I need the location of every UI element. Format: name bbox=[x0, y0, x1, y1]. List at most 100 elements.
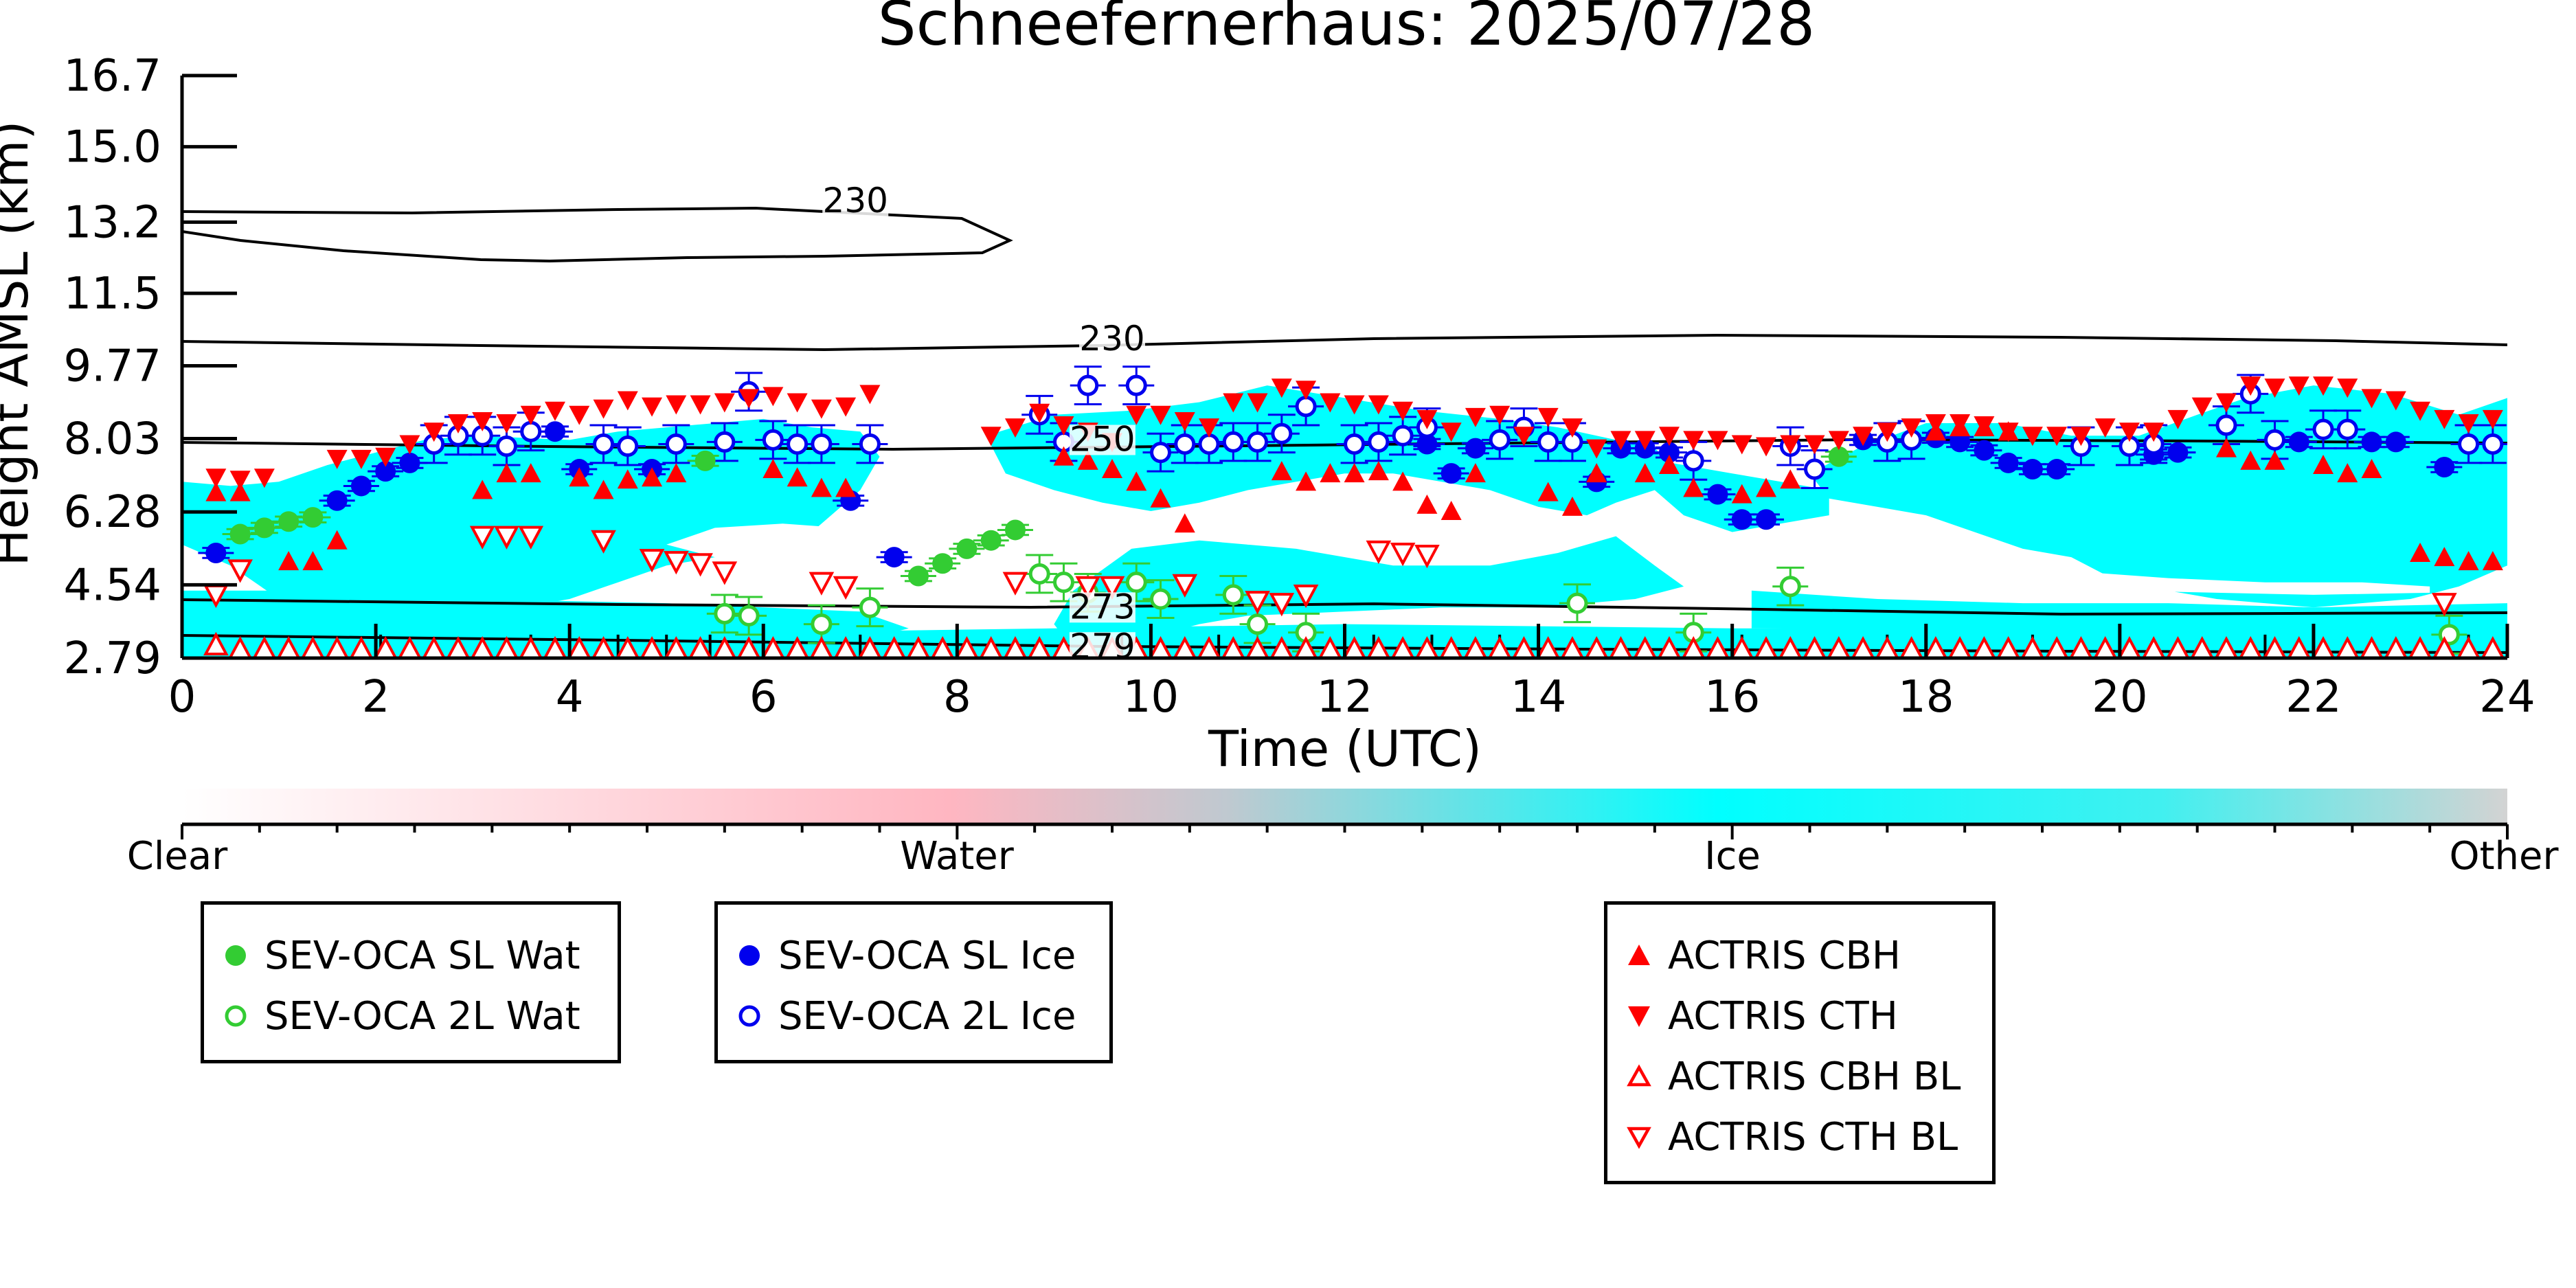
marker-point bbox=[2239, 635, 2263, 658]
marker-point bbox=[520, 463, 541, 483]
marker-point bbox=[2337, 463, 2358, 483]
marker-point bbox=[2022, 427, 2043, 447]
marker-point bbox=[666, 395, 687, 415]
marker-point bbox=[1271, 422, 1293, 444]
marker-point bbox=[1778, 635, 1803, 658]
marker-point bbox=[1222, 584, 1244, 606]
marker-point bbox=[205, 542, 227, 563]
marker-point bbox=[1610, 431, 1631, 451]
x-tick-label: 14 bbox=[1511, 672, 1566, 723]
marker-point bbox=[1318, 635, 1342, 658]
marker-point bbox=[520, 420, 542, 442]
marker-point bbox=[1416, 433, 1438, 455]
marker-point bbox=[980, 530, 1002, 551]
marker-point bbox=[787, 467, 808, 487]
marker-point bbox=[2119, 422, 2140, 442]
marker-point bbox=[1465, 463, 1486, 483]
marker-point bbox=[1102, 459, 1122, 479]
marker-point bbox=[1245, 591, 1270, 615]
marker-point bbox=[375, 461, 396, 482]
marker-point bbox=[1172, 574, 1198, 598]
marker-point bbox=[2167, 442, 2189, 463]
marker-point bbox=[1561, 418, 1583, 438]
marker-point bbox=[422, 635, 446, 658]
marker-point bbox=[2313, 376, 2334, 396]
marker-point bbox=[2070, 427, 2092, 447]
marker-point bbox=[301, 635, 325, 658]
marker-point bbox=[1756, 437, 1777, 457]
marker-point bbox=[1996, 635, 2020, 658]
marker-point bbox=[350, 475, 372, 497]
marker-point bbox=[229, 482, 251, 501]
colorbar-ticks bbox=[181, 824, 2509, 839]
marker-point bbox=[714, 431, 736, 453]
clear-gap bbox=[1189, 515, 1519, 553]
marker-point bbox=[1344, 395, 1365, 415]
marker-point bbox=[1414, 545, 1440, 569]
x-tick-label: 24 bbox=[2479, 672, 2535, 723]
marker-point bbox=[1053, 416, 1074, 436]
marker-point bbox=[2432, 635, 2456, 658]
marker-point bbox=[2264, 450, 2285, 470]
marker-point bbox=[859, 596, 881, 618]
marker-point bbox=[688, 553, 713, 577]
marker-point bbox=[1827, 635, 1851, 658]
marker-point bbox=[762, 387, 784, 407]
marker-point bbox=[2069, 635, 2093, 658]
marker-point bbox=[1439, 635, 1463, 658]
marker-point bbox=[278, 551, 300, 571]
marker-point bbox=[1974, 416, 1995, 436]
cloud-region bbox=[1054, 536, 1684, 650]
marker-point bbox=[472, 479, 493, 499]
marker-point bbox=[1198, 433, 1220, 455]
colorbar-label-clear: Clear bbox=[127, 834, 228, 879]
marker-point bbox=[932, 553, 953, 574]
marker-point bbox=[1923, 635, 1948, 658]
cloud-region bbox=[1751, 590, 2507, 633]
marker-point bbox=[1780, 435, 1801, 455]
contour-label-bg bbox=[1069, 425, 1136, 455]
marker-point bbox=[1463, 635, 1488, 658]
y-tick-label: 6.28 bbox=[64, 487, 162, 538]
x-tick-label: 4 bbox=[556, 672, 584, 723]
marker-point bbox=[2264, 379, 2285, 398]
marker-point bbox=[1875, 635, 1899, 658]
marker-point bbox=[399, 435, 420, 455]
marker-point bbox=[835, 477, 857, 497]
marker-point bbox=[2361, 431, 2382, 453]
marker-point bbox=[1609, 635, 1633, 658]
marker-point bbox=[1803, 635, 1827, 658]
marker-point bbox=[593, 399, 614, 419]
y-tick-label: 11.5 bbox=[64, 269, 162, 319]
marker-point bbox=[1320, 393, 1341, 413]
marker-point bbox=[229, 523, 251, 545]
marker-point bbox=[762, 429, 784, 451]
marker-point bbox=[736, 635, 761, 658]
filled-red-triangle-up-icon bbox=[1628, 945, 1650, 965]
marker-point bbox=[1682, 450, 1704, 472]
legend-label: ACTRIS CBH bbox=[1668, 933, 1901, 978]
marker-point bbox=[1245, 635, 1269, 658]
marker-point bbox=[1658, 442, 1680, 463]
marker-point bbox=[591, 530, 616, 554]
marker-point bbox=[2482, 409, 2503, 429]
marker-point bbox=[1731, 509, 1752, 530]
marker-point bbox=[545, 421, 566, 442]
marker-point bbox=[1247, 393, 1268, 413]
marker-point bbox=[979, 635, 1003, 658]
marker-point bbox=[1415, 635, 1439, 658]
hollow-red-triangle-down-icon bbox=[1627, 1127, 1651, 1149]
marker-point bbox=[712, 561, 738, 585]
marker-point bbox=[2287, 635, 2311, 658]
marker-point bbox=[1683, 431, 1704, 451]
y-axis-label: Height AMSL (km) bbox=[0, 121, 39, 567]
marker-point bbox=[931, 635, 955, 658]
marker-point bbox=[1416, 494, 1438, 514]
marker-point bbox=[1221, 635, 1245, 658]
colorbar bbox=[182, 789, 2507, 824]
marker-point bbox=[1077, 374, 1099, 396]
marker-point bbox=[2143, 422, 2165, 442]
marker-point bbox=[1585, 635, 1609, 658]
marker-point bbox=[2215, 393, 2237, 413]
